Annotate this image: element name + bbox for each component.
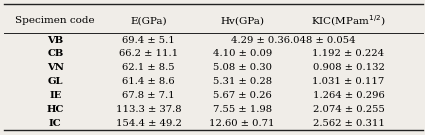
Text: 1.192 ± 0.224: 1.192 ± 0.224 — [312, 49, 385, 58]
Text: IE: IE — [49, 91, 62, 100]
Text: 12.60 ± 0.71: 12.60 ± 0.71 — [210, 119, 275, 128]
Text: GL: GL — [48, 77, 63, 86]
Text: E(GPa): E(GPa) — [130, 16, 167, 25]
Text: 66.2 ± 11.1: 66.2 ± 11.1 — [119, 49, 178, 58]
Text: 69.4 ± 5.1: 69.4 ± 5.1 — [122, 36, 175, 45]
Text: 113.3 ± 37.8: 113.3 ± 37.8 — [116, 105, 181, 114]
Text: 67.8 ± 7.1: 67.8 ± 7.1 — [122, 91, 175, 100]
Text: HC: HC — [47, 105, 64, 114]
Text: VB: VB — [47, 36, 63, 45]
Text: 4.29 ± 0.36.048 ± 0.054: 4.29 ± 0.36.048 ± 0.054 — [231, 36, 356, 45]
Text: 61.4 ± 8.6: 61.4 ± 8.6 — [122, 77, 175, 86]
Text: 5.08 ± 0.30: 5.08 ± 0.30 — [213, 63, 272, 72]
Text: VN: VN — [47, 63, 64, 72]
Text: 5.31 ± 0.28: 5.31 ± 0.28 — [212, 77, 272, 86]
Text: Hv(GPa): Hv(GPa) — [220, 16, 264, 25]
Text: 4.10 ± 0.09: 4.10 ± 0.09 — [212, 49, 272, 58]
Text: CB: CB — [47, 49, 63, 58]
Text: 1.031 ± 0.117: 1.031 ± 0.117 — [312, 77, 385, 86]
Text: 62.1 ± 8.5: 62.1 ± 8.5 — [122, 63, 175, 72]
Text: 2.074 ± 0.255: 2.074 ± 0.255 — [312, 105, 385, 114]
Text: 7.55 ± 1.98: 7.55 ± 1.98 — [212, 105, 272, 114]
Text: 0.908 ± 0.132: 0.908 ± 0.132 — [312, 63, 385, 72]
Text: IC: IC — [49, 119, 62, 128]
Text: KIC(MPam$^{1/2}$): KIC(MPam$^{1/2}$) — [311, 14, 386, 28]
Text: 1.264 ± 0.296: 1.264 ± 0.296 — [313, 91, 384, 100]
Text: Specimen code: Specimen code — [15, 16, 95, 25]
Text: 154.4 ± 49.2: 154.4 ± 49.2 — [116, 119, 181, 128]
Text: 5.67 ± 0.26: 5.67 ± 0.26 — [213, 91, 272, 100]
Text: 2.562 ± 0.311: 2.562 ± 0.311 — [312, 119, 385, 128]
